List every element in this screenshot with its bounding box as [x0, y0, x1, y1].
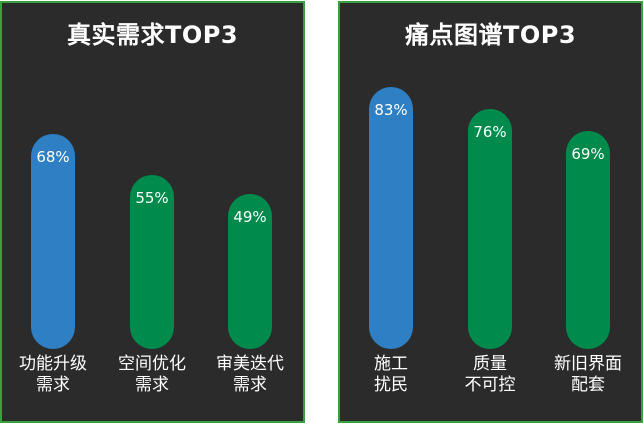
category-label-line: 新旧界面 [554, 354, 622, 374]
category-label: 新旧界面 配套 [543, 354, 633, 396]
chart-title: 真实需求TOP3 [66, 21, 239, 49]
bar: 68% [31, 134, 75, 349]
chart-panel-demand: 真实需求TOP3 68% 功能升级 需求 55% 空间优化 需求 49% 审美迭代 需求 [0, 1, 305, 423]
category-label: 审美迭代 需求 [205, 354, 295, 396]
bar: 49% [228, 194, 272, 349]
category-label-line: 功能升级 [19, 354, 87, 374]
category-label: 质量 不可控 [445, 354, 535, 396]
bar: 83% [369, 86, 413, 349]
bar: 69% [566, 130, 610, 349]
chart-panel-painpoints: 痛点图谱TOP3 83% 施工 扰民 76% 质量 不可控 69% 新旧界面 配套 [338, 1, 643, 423]
category-label-line: 质量 [473, 354, 507, 374]
category-label-line: 配套 [571, 375, 605, 395]
category-label-line: 不可控 [464, 375, 516, 395]
chart-title: 痛点图谱TOP3 [404, 21, 577, 49]
category-label-line: 审美迭代 [216, 354, 284, 374]
bar: 55% [130, 175, 174, 349]
category-label-line: 需求 [233, 375, 267, 395]
category-label: 施工 扰民 [346, 354, 436, 396]
bar-value-label: 83% [374, 100, 408, 119]
bar-value-label: 68% [36, 148, 70, 167]
bar-value-label: 76% [473, 122, 507, 141]
category-label-line: 需求 [36, 375, 70, 395]
category-label: 空间优化 需求 [107, 354, 197, 396]
category-label-line: 施工 [374, 354, 408, 374]
bar: 76% [468, 108, 512, 349]
bar-value-label: 55% [135, 189, 169, 208]
category-label-line: 空间优化 [118, 354, 186, 374]
category-label-line: 需求 [135, 375, 169, 395]
category-label: 功能升级 需求 [8, 354, 98, 396]
bar-value-label: 69% [571, 144, 605, 163]
bar-value-label: 49% [233, 208, 267, 227]
category-label-line: 扰民 [374, 375, 408, 395]
